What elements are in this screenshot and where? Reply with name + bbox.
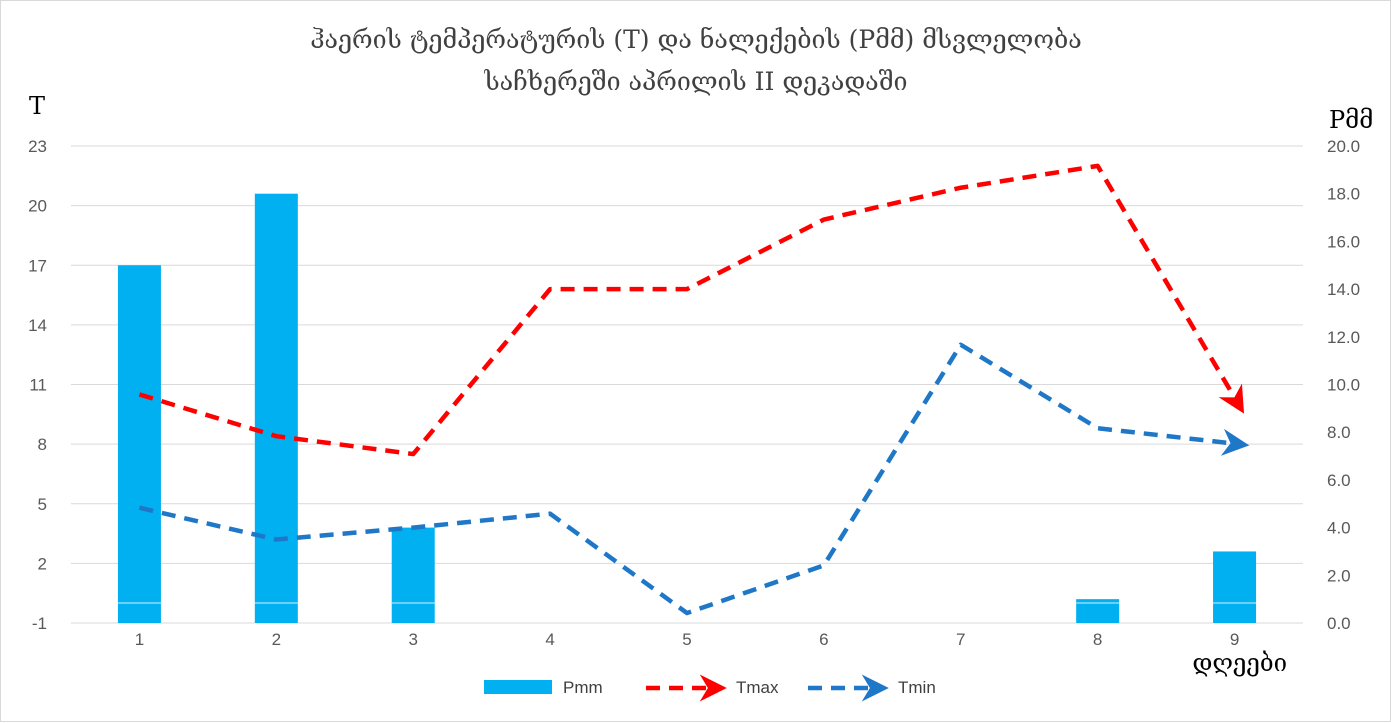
y-right-tick-label: 10.0 <box>1327 376 1360 395</box>
x-axis-label: დღეები <box>1192 649 1287 677</box>
y-left-tick-label: 14 <box>28 316 47 335</box>
series-line-tmax <box>138 163 1245 457</box>
y-left-tick-label: 20 <box>28 197 47 216</box>
x-tick-label: 9 <box>1230 630 1239 649</box>
x-tick-label: 2 <box>272 630 281 649</box>
pmm-bar <box>1213 551 1257 623</box>
pmm-bar <box>391 527 435 623</box>
pmm-bar <box>254 193 298 623</box>
y-right-tick-label: 2.0 <box>1327 566 1351 585</box>
legend-item-pmm: Pmm <box>484 678 603 697</box>
y-left-tick-label: 17 <box>28 256 47 275</box>
y-left-tick-label: 8 <box>38 435 47 454</box>
y-left-tick-label: 11 <box>29 376 47 395</box>
y-right-tick-label: 0.0 <box>1327 614 1351 633</box>
pmm-bar <box>1076 599 1120 623</box>
y-left-tick-label: 23 <box>28 137 47 156</box>
chart-title: ჰაერის ტემპერატურის (T) და ნალექების (Pმ… <box>310 25 1082 54</box>
legend-label: Tmin <box>898 678 936 697</box>
y-right-tick-label: 12.0 <box>1327 328 1360 347</box>
pmm-bar <box>117 265 161 623</box>
temperature-lines <box>138 163 1250 616</box>
legend: Pmm Tmax Tmin <box>484 674 936 702</box>
x-tick-label: 8 <box>1093 630 1102 649</box>
y-left-tick-label: -1 <box>32 614 47 633</box>
y-right-axis-label: Pმმ <box>1329 106 1373 134</box>
y-right-tick-label: 14.0 <box>1327 280 1360 299</box>
y-left-axis-label: T <box>29 92 45 120</box>
y-left-tick-labels: 23 20 17 14 11 8 5 2 -1 <box>28 137 47 633</box>
x-tick-label: 1 <box>135 630 144 649</box>
y-left-tick-label: 2 <box>38 554 47 573</box>
y-right-tick-label: 8.0 <box>1327 423 1351 442</box>
legend-swatch <box>484 680 552 694</box>
x-tick-label: 6 <box>819 630 828 649</box>
legend-label: Pmm <box>563 678 603 697</box>
y-left-tick-label: 5 <box>38 495 47 514</box>
y-right-tick-label: 20.0 <box>1327 137 1360 156</box>
legend-label: Tmax <box>736 678 779 697</box>
x-tick-label: 4 <box>545 630 554 649</box>
y-right-tick-labels: 20.0 18.0 16.0 14.0 12.0 10.0 8.0 6.0 4.0 2.0 0.0 <box>1327 137 1360 633</box>
x-tick-label: 3 <box>408 630 417 649</box>
y-right-tick-label: 18.0 <box>1327 185 1360 204</box>
y-right-tick-label: 6.0 <box>1327 471 1351 490</box>
x-tick-label: 5 <box>682 630 691 649</box>
x-tick-label: 7 <box>956 630 965 649</box>
legend-item-tmin: Tmin <box>808 674 936 702</box>
series-line-tmin <box>138 342 1250 616</box>
pmm-bars <box>117 193 1257 623</box>
x-tick-labels: 1 2 3 4 5 6 7 8 9 <box>135 630 1240 649</box>
y-right-tick-label: 16.0 <box>1327 232 1360 251</box>
legend-item-tmax: Tmax <box>646 674 779 702</box>
y-right-tick-label: 4.0 <box>1327 519 1351 538</box>
chart-subtitle: საჩხერეში აპრილის II დეკადაში <box>483 67 907 96</box>
